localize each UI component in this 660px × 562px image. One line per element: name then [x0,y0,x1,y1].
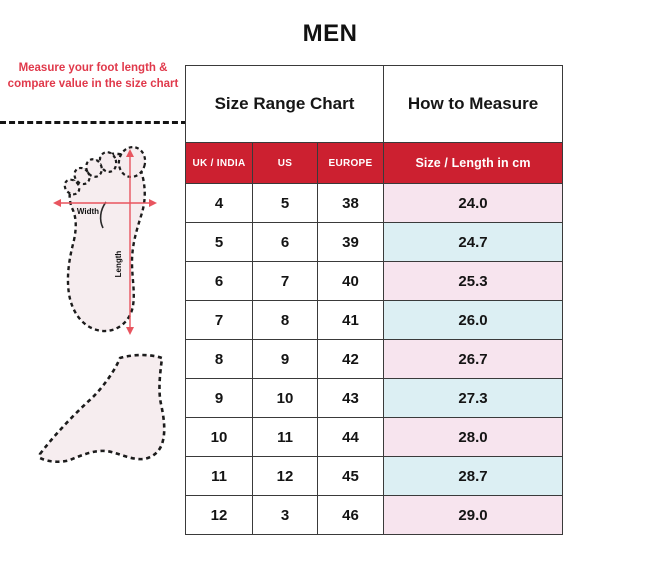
length-label: Length [114,251,123,278]
table-row: 12 3 46 29.0 [185,495,563,535]
cell-length: 28.7 [383,456,563,496]
table-group-header-row: Size Range Chart How to Measure [185,65,563,143]
cell-uk: 9 [185,378,253,418]
table-row: 9 10 43 27.3 [185,378,563,418]
table-row: 4 5 38 24.0 [185,183,563,223]
cell-uk: 12 [185,495,253,535]
group-header-how-to-measure: How to Measure [383,65,563,143]
cell-eu: 41 [317,300,384,340]
table-row: 6 7 40 25.3 [185,261,563,301]
column-header-europe: EUROPE [317,142,384,184]
toe-1 [117,146,147,179]
arch-line [99,201,107,229]
cell-us: 11 [252,417,318,457]
table-row: 7 8 41 26.0 [185,300,563,340]
group-header-size-range: Size Range Chart [185,65,384,143]
cell-us: 5 [252,183,318,223]
table-row: 11 12 45 28.7 [185,456,563,496]
cell-us: 8 [252,300,318,340]
cell-eu: 45 [317,456,384,496]
cell-eu: 46 [317,495,384,535]
table-row: 5 6 39 24.7 [185,222,563,262]
sole-outline [66,152,146,333]
cell-length: 26.7 [383,339,563,379]
cell-eu: 39 [317,222,384,262]
cell-us: 3 [252,495,318,535]
cell-us: 9 [252,339,318,379]
cell-uk: 6 [185,261,253,301]
foot-side-profile-diagram [38,353,166,464]
size-chart-table: Size Range Chart How to Measure UK / IND… [185,65,563,535]
cell-eu: 42 [317,339,384,379]
column-header-uk-india: UK / INDIA [185,142,253,184]
width-label: Width [77,207,99,216]
side-foot-outline [38,353,166,464]
table-column-header-row: UK / INDIA US EUROPE Size / Length in cm [185,142,563,184]
column-header-size-length-cm: Size / Length in cm [383,142,563,184]
length-arrow-head-top [126,149,134,157]
cell-us: 12 [252,456,318,496]
dashed-divider [0,121,187,124]
page-title: MEN [302,20,358,47]
toe-4 [73,166,91,186]
cell-uk: 5 [185,222,253,262]
cell-us: 7 [252,261,318,301]
cell-length: 25.3 [383,261,563,301]
column-header-us: US [252,142,318,184]
table-row: 8 9 42 26.7 [185,339,563,379]
cell-eu: 43 [317,378,384,418]
cell-eu: 40 [317,261,384,301]
cell-us: 6 [252,222,318,262]
cell-uk: 11 [185,456,253,496]
width-arrow-head-right [149,199,157,207]
cell-length: 26.0 [383,300,563,340]
cell-uk: 10 [185,417,253,457]
foot-sole-diagram: Length Width [53,146,157,335]
toe-5 [63,178,81,196]
width-arrow-head-left [53,199,61,207]
cell-length: 24.7 [383,222,563,262]
cell-uk: 8 [185,339,253,379]
table-row: 10 11 44 28.0 [185,417,563,457]
cell-length: 27.3 [383,378,563,418]
cell-eu: 38 [317,183,384,223]
cell-length: 28.0 [383,417,563,457]
measure-instruction-text: Measure your foot length & compare value… [7,62,179,90]
cell-length: 24.0 [383,183,563,223]
cell-us: 10 [252,378,318,418]
cell-length: 29.0 [383,495,563,535]
cell-uk: 7 [185,300,253,340]
length-arrow-head-bottom [126,327,134,335]
cell-eu: 44 [317,417,384,457]
cell-uk: 4 [185,183,253,223]
